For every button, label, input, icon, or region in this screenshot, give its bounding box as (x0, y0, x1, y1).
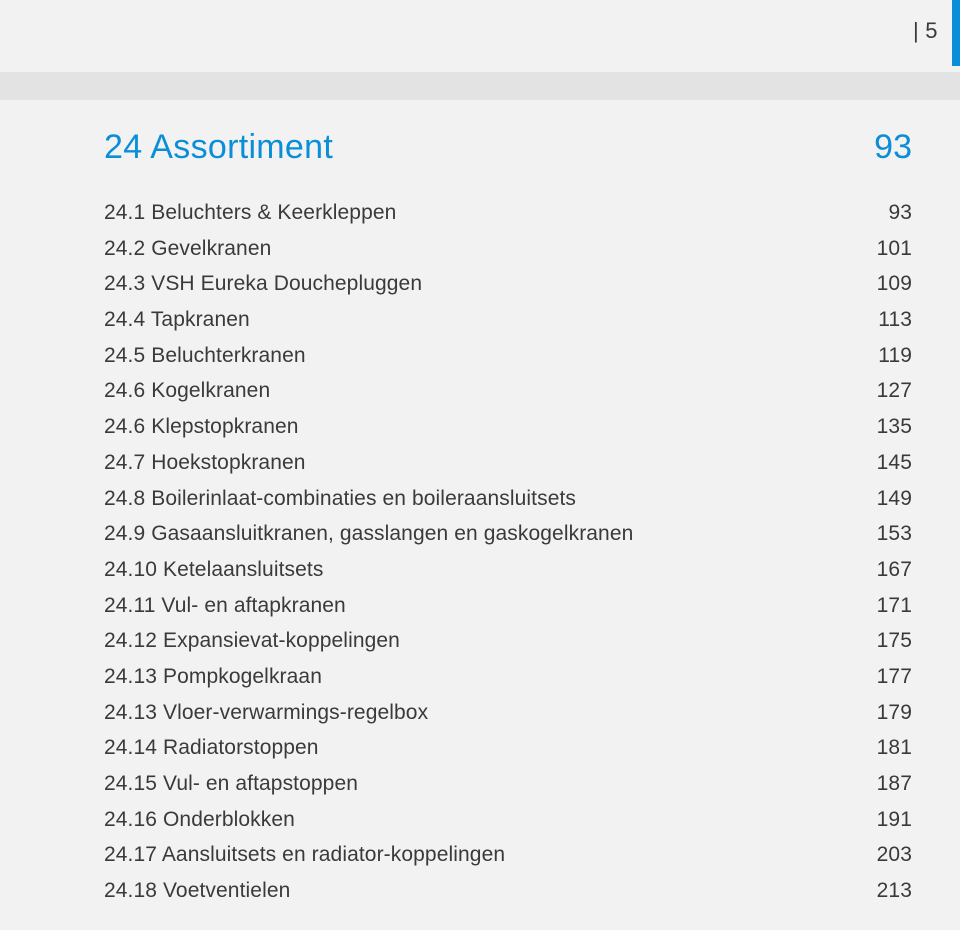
toc-item-page: 213 (877, 873, 912, 909)
toc-item: 24.6 Kogelkranen 127 (104, 373, 912, 409)
toc-item-label: 24.17 Aansluitsets en radiator-koppeling… (104, 837, 529, 873)
toc-item-page: 181 (877, 730, 912, 766)
toc-item-label: 24.9 Gasaansluitkranen, gasslangen en ga… (104, 516, 657, 552)
page-number: |5 (913, 18, 938, 44)
toc-item-page: 149 (877, 481, 912, 517)
toc-item-label: 24.14 Radiatorstoppen (104, 730, 343, 766)
section-title: 24 Assortiment (104, 128, 333, 167)
toc-item-page: 93 (888, 195, 912, 231)
toc-item: 24.9 Gasaansluitkranen, gasslangen en ga… (104, 516, 912, 552)
toc-item-label: 24.16 Onderblokken (104, 802, 319, 838)
toc-item-label: 24.13 Pompkogelkraan (104, 659, 346, 695)
toc-item-page: 177 (877, 659, 912, 695)
toc-item: 24.17 Aansluitsets en radiator-koppeling… (104, 837, 912, 873)
toc-item-page: 145 (877, 445, 912, 481)
toc-list: 24.1 Beluchters & Keerkleppen9324.2 Geve… (104, 195, 912, 909)
toc-item-label: 24.15 Vul- en aftapstoppen (104, 766, 382, 802)
toc-item-page: 153 (877, 516, 912, 552)
toc-item-label: 24.5 Beluchterkranen (104, 338, 330, 374)
section-heading-row: 24 Assortiment 93 (104, 128, 912, 167)
toc-item: 24.6 Klepstopkranen 135 (104, 409, 912, 445)
toc-item: 24.15 Vul- en aftapstoppen 187 (104, 766, 912, 802)
toc-item-page: 187 (877, 766, 912, 802)
toc-item-page: 171 (877, 588, 912, 624)
toc-item: 24.5 Beluchterkranen 119 (104, 338, 912, 374)
toc-item-page: 167 (877, 552, 912, 588)
toc-item: 24.13 Pompkogelkraan 177 (104, 659, 912, 695)
toc-item-label: 24.4 Tapkranen (104, 302, 274, 338)
toc-item-label: 24.6 Klepstopkranen (104, 409, 323, 445)
toc-item-page: 203 (877, 837, 912, 873)
toc-item: 24.12 Expansievat-koppelingen 175 (104, 623, 912, 659)
toc-item: 24.10 Ketelaansluitsets 167 (104, 552, 912, 588)
toc-item-page: 175 (877, 623, 912, 659)
toc-item: 24.14 Radiatorstoppen 181 (104, 730, 912, 766)
toc-item-label: 24.11 Vul- en aftapkranen (104, 588, 370, 624)
toc-item-page: 113 (878, 302, 912, 338)
toc-item-page: 135 (877, 409, 912, 445)
toc-item: 24.3 VSH Eureka Douchepluggen 109 (104, 266, 912, 302)
toc-item: 24.2 Gevelkranen 101 (104, 231, 912, 267)
toc-item-page: 119 (878, 338, 912, 374)
toc-item-label: 24.3 VSH Eureka Douchepluggen (104, 266, 446, 302)
page-number-value: 5 (925, 18, 938, 43)
toc-item-label: 24.6 Kogelkranen (104, 373, 294, 409)
toc-item-label: 24.8 Boilerinlaat-combinaties en boilera… (104, 481, 600, 517)
toc-item: 24.13 Vloer-verwarmings-regelbox 179 (104, 695, 912, 731)
page-number-pipe: | (913, 18, 919, 43)
toc-item-label: 24.7 Hoekstopkranen (104, 445, 330, 481)
toc-item: 24.8 Boilerinlaat-combinaties en boilera… (104, 481, 912, 517)
document-page: |5 24 Assortiment 93 24.1 Beluchters & K… (0, 0, 960, 930)
toc-item-label: 24.1 Beluchters & Keerkleppen (104, 195, 420, 231)
toc-item-page: 109 (877, 266, 912, 302)
toc-item-label: 24.12 Expansievat-koppelingen (104, 623, 424, 659)
toc-item: 24.4 Tapkranen 113 (104, 302, 912, 338)
toc-item: 24.11 Vul- en aftapkranen 171 (104, 588, 912, 624)
toc-item-label: 24.18 Voetventielen (104, 873, 314, 909)
toc-item: 24.16 Onderblokken 191 (104, 802, 912, 838)
toc-content: 24 Assortiment 93 24.1 Beluchters & Keer… (104, 24, 912, 909)
accent-stripe (952, 0, 960, 66)
toc-item-page: 101 (877, 231, 912, 267)
toc-item: 24.18 Voetventielen 213 (104, 873, 912, 909)
toc-item-page: 191 (877, 802, 912, 838)
toc-item: 24.7 Hoekstopkranen 145 (104, 445, 912, 481)
toc-item-label: 24.2 Gevelkranen (104, 231, 295, 267)
toc-item-label: 24.13 Vloer-verwarmings-regelbox (104, 695, 452, 731)
toc-item: 24.1 Beluchters & Keerkleppen 93 (104, 195, 912, 231)
toc-item-label: 24.10 Ketelaansluitsets (104, 552, 347, 588)
section-page: 93 (874, 128, 912, 167)
toc-item-page: 127 (877, 373, 912, 409)
toc-item-page: 179 (877, 695, 912, 731)
